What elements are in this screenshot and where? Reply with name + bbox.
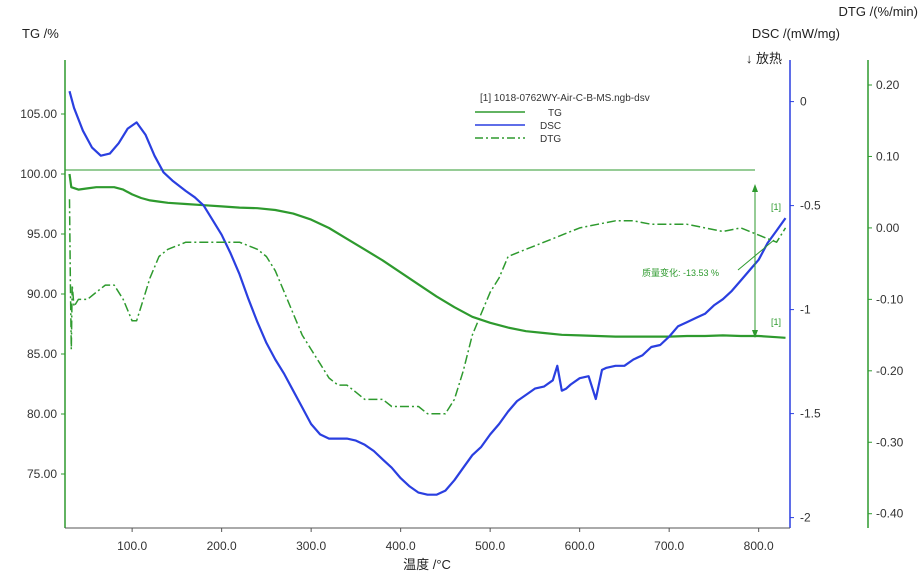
x-tick-label: 200.0	[207, 539, 237, 553]
x-tick-label: 300.0	[296, 539, 326, 553]
dsc-series-line	[68, 90, 787, 496]
dtg-tick-label: 0.00	[876, 221, 900, 235]
dtg-tick-label: -0.40	[876, 507, 904, 521]
tg-tick-label: 75.00	[27, 467, 57, 481]
tg-tick-label: 105.00	[20, 107, 57, 121]
mass-change-arrow-up	[752, 184, 758, 192]
tg-ticks: 105.00 100.00 95.00 90.00 85.00 80.00 75.00	[20, 107, 65, 481]
dsc-tick-label: -1.5	[800, 407, 821, 421]
x-tick-label: 800.0	[744, 539, 774, 553]
tg-tick-label: 80.00	[27, 407, 57, 421]
mass-change-annotation: 质量变化: -13.53 % [1] [1]	[642, 184, 781, 338]
legend: [1] 1018-0762WY-Air-C-B-MS.ngb-dsv TG DS…	[475, 93, 650, 145]
x-tick-label: 700.0	[654, 539, 684, 553]
tg-axis-title: TG /%	[22, 26, 59, 41]
x-ticks: 100.0 200.0 300.0 400.0 500.0 600.0 700.0 800.0	[117, 528, 774, 553]
dsc-tick-label: -2	[800, 511, 811, 525]
dsc-axis-title: DSC /(mW/mg)	[752, 26, 840, 41]
x-tick-label: 100.0	[117, 539, 147, 553]
x-axis-title: 温度 /°C	[403, 557, 451, 572]
x-tick-label: 400.0	[386, 539, 416, 553]
legend-dsc-label: DSC	[540, 121, 561, 132]
tg-series-line	[68, 173, 786, 339]
mass-change-text: 质量变化: -13.53 %	[642, 267, 719, 278]
mass-change-lower-marker: [1]	[771, 317, 781, 327]
tg-tick-label: 90.00	[27, 287, 57, 301]
mass-change-arrow-down	[752, 330, 758, 338]
plot-lines	[68, 90, 787, 496]
x-tick-label: 600.0	[565, 539, 595, 553]
x-tick-label: 500.0	[475, 539, 505, 553]
dtg-series-line	[68, 199, 787, 415]
dsc-ticks: 0 -0.5 -1 -1.5 -2	[790, 95, 821, 525]
legend-dtg-label: DTG	[540, 134, 561, 145]
dtg-tick-label: -0.10	[876, 292, 904, 306]
legend-tg-label: TG	[548, 108, 562, 119]
dsc-tick-label: 0	[800, 95, 807, 109]
tg-tick-label: 95.00	[27, 227, 57, 241]
dtg-tick-label: 0.10	[876, 149, 900, 163]
tg-tick-label: 85.00	[27, 347, 57, 361]
dsc-tick-label: -0.5	[800, 199, 821, 213]
tg-tick-label: 100.00	[20, 167, 57, 181]
dtg-tick-label: 0.20	[876, 78, 900, 92]
mass-change-upper-marker: [1]	[771, 202, 781, 212]
legend-file-label: [1] 1018-0762WY-Air-C-B-MS.ngb-dsv	[480, 93, 650, 104]
dtg-tick-label: -0.20	[876, 364, 904, 378]
dtg-ticks: 0.20 0.10 0.00 -0.10 -0.20 -0.30 -0.40	[868, 78, 904, 521]
dsc-tick-label: -1	[800, 303, 811, 317]
mass-change-leader	[737, 239, 775, 271]
dtg-axis-title: DTG /(%/min)	[839, 4, 918, 19]
dtg-tick-label: -0.30	[876, 435, 904, 449]
dsc-exo-label: ↓ 放热	[746, 51, 782, 66]
